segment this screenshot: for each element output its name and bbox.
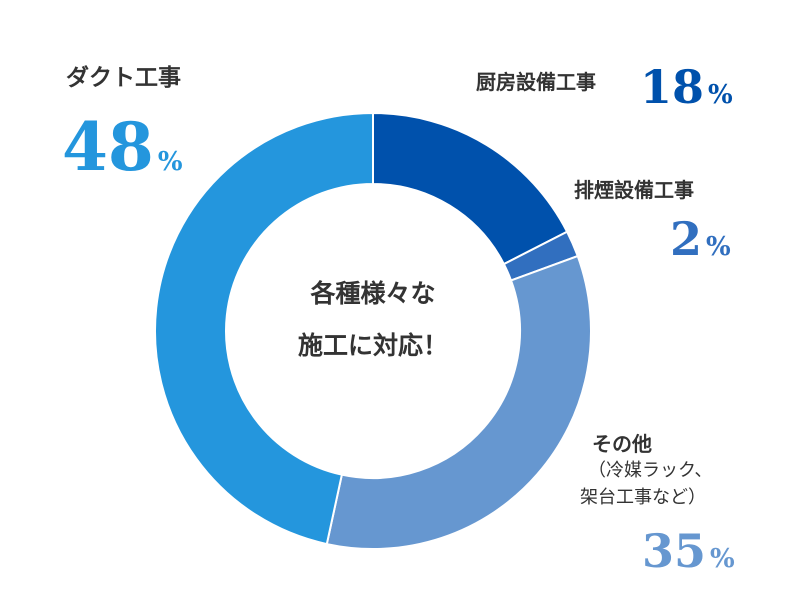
percent-duct: 48%: [62, 108, 183, 186]
label-smoke-exhaust: 排煙設備工事: [574, 178, 694, 202]
percent-other-unit: %: [710, 544, 735, 574]
percent-other: 35%: [642, 524, 735, 578]
percent-smoke-exhaust-value: 2: [670, 212, 703, 266]
slice-other: [325, 254, 592, 550]
label-other-note-line-1: （冷媒ラック、: [588, 460, 713, 481]
label-kitchen: 厨房設備工事: [476, 70, 596, 94]
percent-duct-value: 48: [62, 108, 154, 186]
percent-duct-unit: %: [157, 147, 183, 177]
percent-other-value: 35: [642, 524, 707, 578]
label-other-note-line-2: 架台工事など）: [580, 487, 706, 508]
percent-smoke-exhaust-unit: %: [706, 232, 731, 262]
center-text-line-2: 施工に対応！: [297, 331, 448, 360]
slice-kitchen: [372, 111, 569, 266]
percent-kitchen-value: 18: [640, 60, 705, 114]
percent-kitchen: 18%: [640, 60, 733, 114]
center-text-line-1: 各種様々な: [310, 279, 436, 308]
slice-duct: [154, 111, 374, 546]
percent-kitchen-unit: %: [708, 80, 733, 110]
center-text: 各種様々な 施工に対応！: [273, 268, 473, 372]
label-other: その他: [592, 432, 652, 456]
percent-smoke-exhaust: 2%: [670, 212, 731, 266]
label-duct: ダクト工事: [66, 65, 181, 91]
